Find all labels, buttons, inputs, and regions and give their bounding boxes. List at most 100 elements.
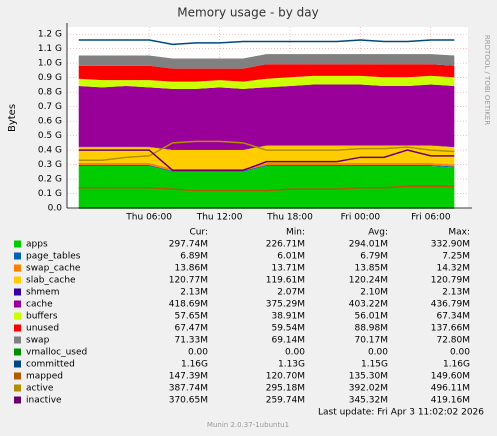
legend-swatch: [14, 360, 21, 368]
area-layer: [78, 145, 455, 169]
legend-swatch: [14, 240, 21, 248]
column-header: Min:: [286, 228, 305, 238]
chart-title: Memory usage - by day: [177, 6, 318, 20]
legend-stat: 149.60M: [431, 372, 470, 382]
legend-stat: 56.01M: [354, 312, 388, 322]
legend-stat: 6.79M: [360, 252, 388, 262]
legend-stat: 1.15G: [361, 360, 388, 370]
legend-stat: 147.39M: [169, 372, 208, 382]
legend-stat: 135.30M: [349, 372, 388, 382]
y-tick-label: 0.8 G: [38, 88, 62, 98]
legend-stat: 297.74M: [169, 240, 208, 250]
series-line: [78, 39, 455, 46]
legend-stat: 496.11M: [431, 384, 470, 394]
legend-stat: 392.02M: [349, 384, 388, 394]
legend-stat: 226.71M: [266, 240, 305, 250]
legend-stat: 120.79M: [431, 276, 470, 286]
legend-stat: 72.80M: [436, 336, 470, 346]
legend-label: cache: [26, 300, 53, 310]
legend-stat: 295.18M: [266, 384, 305, 394]
area-layer: [78, 162, 455, 171]
legend-stat: 436.79M: [431, 300, 470, 310]
legend-stat: 6.89M: [180, 252, 208, 262]
y-axis-label: Bytes: [7, 104, 18, 132]
legend-swatch: [14, 324, 21, 332]
legend-stat: 13.71M: [271, 264, 305, 274]
legend-swatch: [14, 264, 21, 272]
legend-stat: 57.65M: [174, 312, 208, 322]
y-tick-label: 0.7 G: [38, 102, 62, 112]
legend-stat: 120.70M: [266, 372, 305, 382]
y-tick-label: 0.5 G: [38, 131, 62, 141]
legend-stat: 418.69M: [169, 300, 208, 310]
legend-swatch: [14, 300, 21, 308]
column-header: Avg:: [368, 228, 388, 238]
legend-swatch: [14, 384, 21, 392]
legend-label: swap_cache: [26, 264, 81, 274]
area-layer: [78, 165, 455, 172]
legend-stat: 0.00: [285, 348, 305, 358]
legend-stat: 120.24M: [349, 276, 388, 286]
legend-label: unused: [26, 324, 59, 334]
x-tick-label: Thu 18:00: [266, 213, 313, 223]
legend-stat: 70.17M: [354, 336, 388, 346]
legend-stat: 6.01M: [277, 252, 305, 262]
legend-stat: 0.00: [450, 348, 470, 358]
legend-stat: 13.86M: [174, 264, 208, 274]
legend-label: inactive: [26, 396, 62, 406]
legend-stat: 67.47M: [174, 324, 208, 334]
legend-swatch: [14, 288, 21, 296]
legend-stat: 1.16G: [443, 360, 470, 370]
y-tick-label: 0.4 G: [38, 146, 62, 156]
x-tick-label: Fri 00:00: [341, 213, 381, 223]
legend-stat: 1.16G: [181, 360, 208, 370]
legend-stat: 67.34M: [436, 312, 470, 322]
area-layer: [78, 75, 455, 89]
legend-stat: 387.74M: [169, 384, 208, 394]
legend-stat: 14.32M: [436, 264, 470, 274]
y-tick-label: 0.2 G: [38, 175, 62, 185]
legend-stat: 71.33M: [174, 336, 208, 346]
legend-label: vmalloc_used: [26, 348, 87, 358]
y-tick-label: 1.2 G: [38, 30, 62, 40]
area-layer: [78, 166, 455, 208]
legend-stat: 137.66M: [431, 324, 470, 334]
legend-label: shmem: [26, 288, 59, 298]
y-tick-label: 0.0: [48, 204, 63, 214]
legend-stat: 2.07M: [277, 288, 305, 298]
x-tick-label: Thu 12:00: [196, 213, 243, 223]
legend-label: committed: [26, 360, 75, 370]
column-header: Cur:: [189, 228, 208, 238]
legend-stat: 375.29M: [266, 300, 305, 310]
legend-swatch: [14, 372, 21, 380]
legend-stat: 13.85M: [354, 264, 388, 274]
legend-stat: 0.00: [188, 348, 208, 358]
legend-stat: 2.13M: [180, 288, 208, 298]
legend-stat: 259.74M: [266, 396, 305, 406]
side-note: RRDTOOL / TOBI OETIKER: [483, 35, 491, 125]
legend-stat: 419.16M: [431, 396, 470, 406]
legend-label: buffers: [26, 312, 58, 322]
legend-stat: 2.10M: [360, 288, 388, 298]
legend-swatch: [14, 348, 21, 356]
x-tick-label: Fri 06:00: [411, 213, 451, 223]
x-tick-label: Thu 06:00: [125, 213, 172, 223]
legend-stat: 38.91M: [271, 312, 305, 322]
legend-swatch: [14, 336, 21, 344]
legend-stat: 370.65M: [169, 396, 208, 406]
legend-label: swap: [26, 336, 50, 346]
y-tick-label: 0.1 G: [38, 189, 62, 199]
y-tick-label: 1.1 G: [38, 44, 62, 54]
legend-label: mapped: [26, 372, 63, 382]
y-tick-label: 0.3 G: [38, 160, 62, 170]
legend-stat: 345.32M: [349, 396, 388, 406]
legend-label: slab_cache: [26, 276, 76, 286]
y-tick-label: 1.0 G: [38, 59, 62, 69]
legend-swatch: [14, 396, 21, 404]
series-line: [78, 149, 455, 172]
legend-stat: 403.22M: [349, 300, 388, 310]
legend-stat: 119.61M: [266, 276, 305, 286]
legend-stat: 120.77M: [169, 276, 208, 286]
legend-stat: 59.54M: [271, 324, 305, 334]
